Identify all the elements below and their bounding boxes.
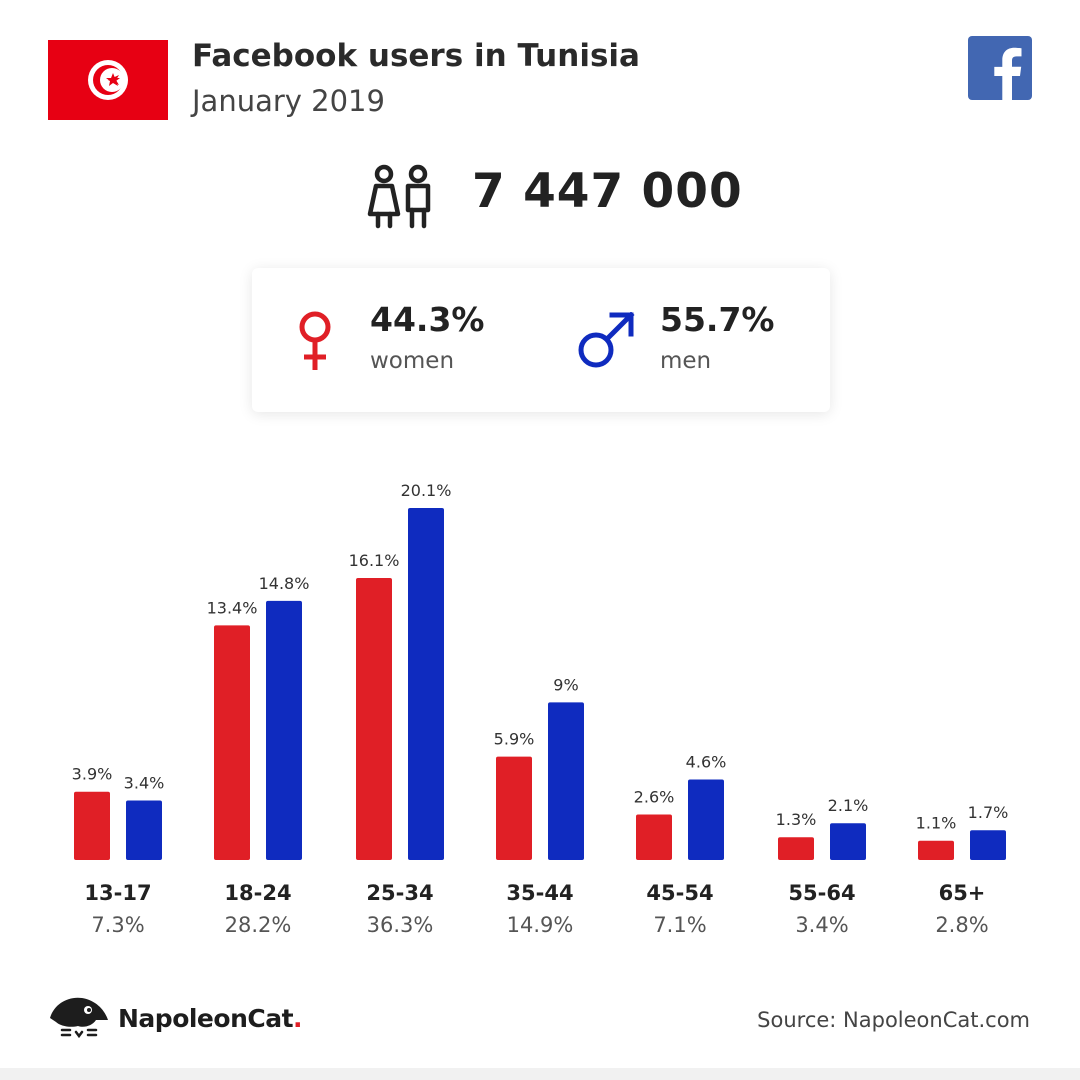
bar-men [548,702,584,860]
data-label-women: 1.1% [916,814,957,833]
age-total-label: 14.9% [507,913,574,937]
facebook-logo-icon [968,36,1032,100]
age-chart: 3.9% 3.4% 13-17 7.3% 13.4% 14.8% 18-24 28.2% 16.… [0,460,1080,960]
age-category-label: 25-34 [366,881,433,905]
data-label-women: 13.4% [207,598,258,617]
men-percent: 55.7% [660,300,775,339]
age-total-label: 7.3% [91,913,144,937]
bar-women [214,625,250,860]
age-category-label: 13-17 [84,881,151,905]
age-total-label: 3.4% [795,913,848,937]
data-label-women: 16.1% [349,551,400,570]
gender-card: 44.3% women 55.7% men [252,268,830,412]
bar-women [636,814,672,860]
data-label-men: 2.1% [828,796,869,815]
age-category-label: 55-64 [788,881,855,905]
data-label-women: 3.9% [72,765,113,784]
tunisia-flag-icon [48,40,168,120]
data-label-men: 1.7% [968,803,1009,822]
bar-women [918,840,954,860]
data-label-men: 3.4% [124,773,165,792]
age-category-label: 35-44 [506,881,573,905]
napoleoncat-logo-icon [50,997,108,1039]
bar-men [830,823,866,860]
users-icon [367,164,431,229]
data-label-men: 9% [553,675,578,694]
brand-text: NapoleonCat [118,1004,294,1033]
age-total-label: 2.8% [935,913,988,937]
bottom-strip [0,1068,1080,1080]
data-label-women: 1.3% [776,810,817,829]
women-label: women [370,348,455,374]
age-total-label: 28.2% [225,913,292,937]
data-label-women: 2.6% [634,787,675,806]
bar-men [970,830,1006,860]
men-label: men [660,348,712,374]
bar-men [408,508,444,860]
bar-women [356,578,392,860]
male-symbol-icon [578,312,635,368]
age-total-label: 7.1% [653,913,706,937]
data-label-men: 4.6% [686,752,727,771]
data-label-men: 14.8% [259,574,310,593]
source-text: Source: NapoleonCat.com [757,1008,1030,1032]
bar-women [496,756,532,860]
data-label-women: 5.9% [494,730,535,749]
bar-men [126,800,162,860]
age-category-label: 65+ [939,881,986,905]
age-category-label: 45-54 [646,881,713,905]
age-chart-svg: 3.9% 3.4% 13-17 7.3% 13.4%14.8% 18-24 28.2% 16.… [72,481,1009,937]
bar-women [74,791,110,860]
brand-dot: . [293,1004,303,1033]
bar-men [688,779,724,860]
page-title: Facebook users in Tunisia [192,38,640,74]
female-symbol-icon [299,311,331,370]
bar-men [266,600,302,860]
page-subtitle: January 2019 [192,84,385,118]
bar-women [778,837,814,860]
age-category-label: 18-24 [224,881,291,905]
age-total-label: 36.3% [367,913,434,937]
brand-name: NapoleonCat. [118,1004,303,1033]
data-label-men: 20.1% [401,481,452,500]
total-users: 7 447 000 [472,164,743,219]
women-percent: 44.3% [370,300,485,339]
